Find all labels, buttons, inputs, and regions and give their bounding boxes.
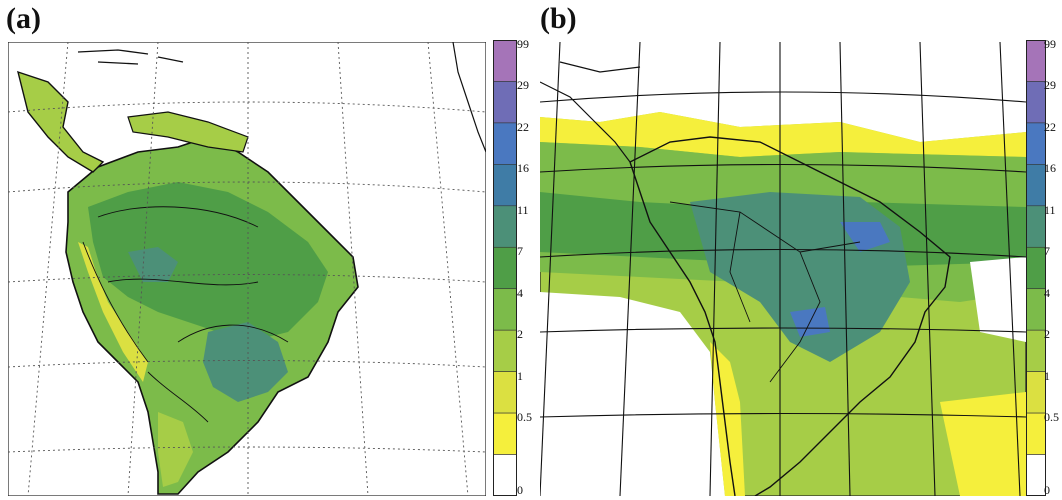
colorbar-tick-label: 1 (1044, 368, 1050, 383)
southeast-yellow-b (940, 392, 1026, 496)
colorbar-segment (1026, 454, 1046, 496)
patagonia-a (158, 412, 193, 487)
colorbar-tick-label: 99 (1044, 37, 1056, 51)
colorbar-tick-label: 2 (517, 327, 523, 342)
colorbar-tick-label: 22 (517, 119, 529, 134)
contour-lines-a (82, 206, 289, 423)
map-panel-a (8, 42, 486, 496)
panel-label-b: (b) (540, 2, 577, 35)
colorbar-segment (493, 122, 517, 165)
colorbar-segment (1026, 288, 1046, 331)
colorbar-a (493, 40, 517, 496)
colorbar-segment (493, 205, 517, 248)
central-highland-a (203, 322, 288, 402)
colorbar-frame (1026, 40, 1046, 496)
colorbar-tick-label: 22 (1044, 119, 1056, 134)
continent-a (17, 49, 359, 495)
west-amazon-a (128, 247, 178, 282)
colorbar-segment (493, 454, 517, 496)
andes-dry-a (78, 242, 148, 382)
colorbar-segment (493, 371, 517, 414)
colorbar-segment (1026, 371, 1046, 414)
colorbar-segment (1026, 164, 1046, 207)
amazon-region-a (88, 182, 328, 342)
panel-label-a: (a) (6, 2, 41, 35)
colorbar-segment (493, 81, 517, 124)
colorbar-tick-label: 29 (1044, 78, 1056, 93)
colorbar-segment (1026, 246, 1046, 290)
africa-edge-a (452, 42, 486, 153)
caribbean-islands-a (77, 49, 184, 65)
colorbar-tick-label: 7 (517, 244, 523, 259)
colorbar-tick-label: 0.5 (1044, 410, 1059, 425)
colorbar-tick-label: 4 (1044, 285, 1050, 300)
colorbar-tick-label: 1 (517, 368, 523, 383)
graticule-b (540, 42, 1026, 496)
colorbar-tick-label: 16 (1044, 161, 1056, 176)
colorbar-b (1026, 40, 1046, 496)
colorbar-tick-label: 16 (517, 161, 529, 176)
colorbar-tick-label: 29 (517, 78, 529, 93)
colorbar-segment (1026, 81, 1046, 124)
colorbar-segment (493, 246, 517, 290)
colorbar-tick-label: 11 (1044, 202, 1056, 217)
max-blue-b (840, 222, 890, 252)
colorbar-tick-label: 11 (517, 202, 529, 217)
colorbar-tick-label: 0 (1044, 483, 1050, 497)
coastline-b (629, 136, 951, 496)
map-panel-b (540, 42, 1026, 496)
colorbar-segment (493, 329, 517, 372)
colorbar-tick-label: 4 (517, 285, 523, 300)
colorbar-tick-label: 99 (517, 37, 529, 51)
central-america-b (540, 61, 641, 163)
colorbar-tick-label: 0.5 (517, 410, 532, 425)
southwest-white-b (540, 292, 725, 496)
colorbar-segment (1026, 205, 1046, 248)
colorbar-segment (1026, 329, 1046, 372)
southwest-yellow-b (710, 342, 745, 496)
graticule-a (8, 42, 486, 496)
colorbar-segment (1026, 40, 1046, 82)
venezuela-coast-a (127, 111, 249, 153)
colorbar-segment (493, 412, 517, 455)
colorbar-segment (493, 40, 517, 82)
borders-b (669, 201, 861, 383)
colorbar-segment (493, 164, 517, 207)
colorbar-tick-label: 2 (1044, 327, 1050, 342)
colorbar-segment (493, 288, 517, 331)
colorbar-segment (1026, 122, 1046, 165)
colorbar-frame (493, 40, 517, 496)
colorbar-tick-label: 0 (517, 483, 523, 497)
colorbar-tick-label: 7 (1044, 244, 1050, 259)
colorbar-segment (1026, 412, 1046, 455)
